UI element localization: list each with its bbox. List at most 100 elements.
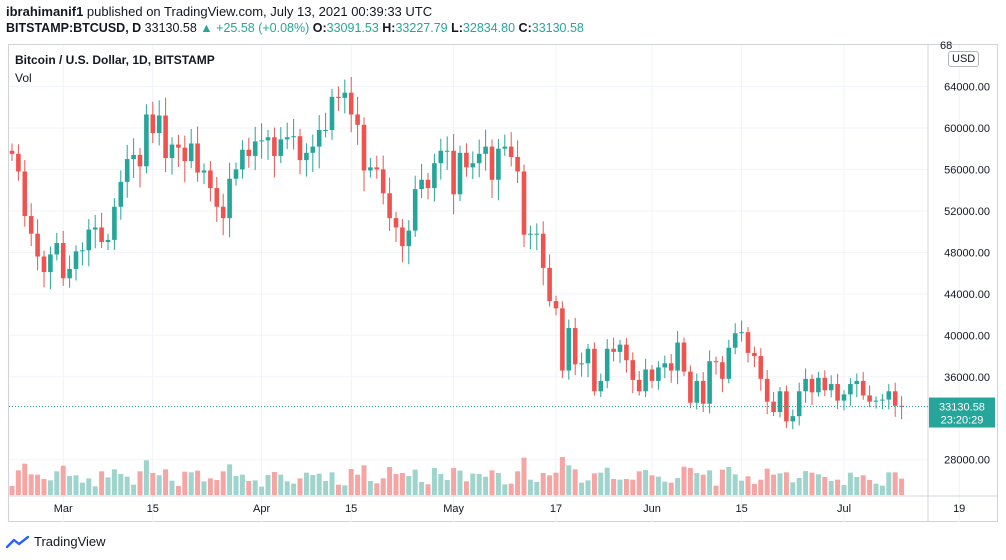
volume-bar xyxy=(41,479,47,495)
candle-body xyxy=(464,152,469,168)
candle-body xyxy=(598,380,604,392)
volume-bar xyxy=(239,474,245,495)
volume-bar xyxy=(169,480,175,495)
candle-body xyxy=(828,384,834,391)
volume-bar xyxy=(483,476,489,495)
candle-body xyxy=(752,352,757,357)
candle-body xyxy=(592,348,597,392)
volume-bar xyxy=(412,469,418,495)
candle-body xyxy=(873,400,879,402)
low-value: 32834.80 xyxy=(462,21,516,35)
candle-body xyxy=(118,181,124,207)
candle-body xyxy=(771,401,776,413)
candle-body xyxy=(892,391,898,406)
low-label: L: xyxy=(451,21,463,35)
candle-body xyxy=(496,148,501,180)
y-tick-label: 44000.00 xyxy=(944,289,990,301)
candle-body xyxy=(630,360,636,380)
volume-bar xyxy=(687,468,693,495)
candle-body xyxy=(92,227,98,230)
candle-body xyxy=(265,137,271,141)
volume-bar xyxy=(463,481,469,495)
candle-body xyxy=(470,163,476,168)
volume-bar xyxy=(707,470,713,495)
candle-body xyxy=(867,395,872,402)
volume-bar xyxy=(246,481,252,495)
volume-bar xyxy=(623,479,629,495)
volume-bar xyxy=(310,475,316,495)
x-tick-label: 15 xyxy=(147,503,159,515)
volume-bar xyxy=(188,472,194,495)
volume-bar xyxy=(566,465,572,495)
volume-bar xyxy=(879,485,885,495)
publish-info: ibrahimanif1 published on TradingView.co… xyxy=(6,4,432,19)
candle-body xyxy=(675,342,680,371)
publish-text: published on TradingView.com, July 13, 2… xyxy=(86,4,433,19)
y-tick-label: 28000.00 xyxy=(944,455,990,467)
volume-bar xyxy=(348,469,354,495)
volume-bar xyxy=(259,486,265,495)
candle-countdown: 23:20:29 xyxy=(941,415,984,427)
volume-bar xyxy=(182,471,188,495)
volume-bar xyxy=(60,465,66,495)
candle-body xyxy=(240,149,245,170)
candle-body xyxy=(137,154,143,167)
last-price: 33130.58 xyxy=(144,21,197,35)
volume-bar xyxy=(329,472,335,495)
volume-bar xyxy=(342,485,348,495)
volume-bar xyxy=(361,465,367,495)
candle-body xyxy=(803,378,808,392)
volume-bar xyxy=(86,478,92,495)
volume-bar xyxy=(28,474,34,495)
volume-bar xyxy=(271,472,277,495)
candle-body xyxy=(361,124,367,171)
candle-body xyxy=(841,394,847,401)
volume-bar xyxy=(502,484,508,495)
volume-bar xyxy=(790,482,796,495)
volume-bar xyxy=(22,463,28,495)
author-name: ibrahimanif1 xyxy=(6,4,84,19)
volume-bar xyxy=(137,471,143,495)
volume-bar xyxy=(419,482,425,495)
volume-bar xyxy=(220,471,226,495)
candle-body xyxy=(60,243,66,279)
candle-body xyxy=(643,369,648,392)
volume-bar xyxy=(822,477,828,495)
candle-body xyxy=(540,233,546,268)
candle-body xyxy=(105,239,111,242)
candle-body xyxy=(720,362,725,379)
currency-button[interactable]: USD xyxy=(948,51,980,67)
volume-bar xyxy=(643,470,649,495)
footer-brand[interactable]: TradingView xyxy=(6,534,106,549)
candle-body xyxy=(624,344,629,361)
chart-legend-title: Bitcoin / U.S. Dollar, 1D, BITSTAMP xyxy=(15,53,215,67)
volume-bar xyxy=(9,486,15,495)
volume-bar xyxy=(297,478,303,495)
volume-bar xyxy=(406,476,412,495)
candle-body xyxy=(73,251,79,269)
candle-body xyxy=(124,159,130,182)
volume-bar xyxy=(815,474,821,495)
volume-bar xyxy=(156,475,162,495)
x-tick-label: Jul xyxy=(837,503,851,515)
candle-body xyxy=(758,356,764,379)
candle-body xyxy=(636,379,642,392)
candle-body xyxy=(348,92,354,115)
volume-bar xyxy=(92,486,98,495)
volume-bar xyxy=(630,479,636,495)
volume-bar xyxy=(438,474,444,495)
x-tick-label: 19 xyxy=(953,503,965,515)
volume-bar xyxy=(771,474,777,495)
volume-legend: Vol xyxy=(15,71,32,85)
volume-bar xyxy=(547,475,553,495)
volume-bar xyxy=(867,480,873,495)
candle-body xyxy=(380,169,386,194)
candle-body xyxy=(41,256,47,273)
candle-body xyxy=(9,150,15,154)
volume-bar xyxy=(726,467,732,495)
volume-bar xyxy=(700,474,706,495)
volume-bar xyxy=(739,480,745,495)
volume-bar xyxy=(207,478,213,495)
y-tick-label: 48000.00 xyxy=(944,247,990,259)
